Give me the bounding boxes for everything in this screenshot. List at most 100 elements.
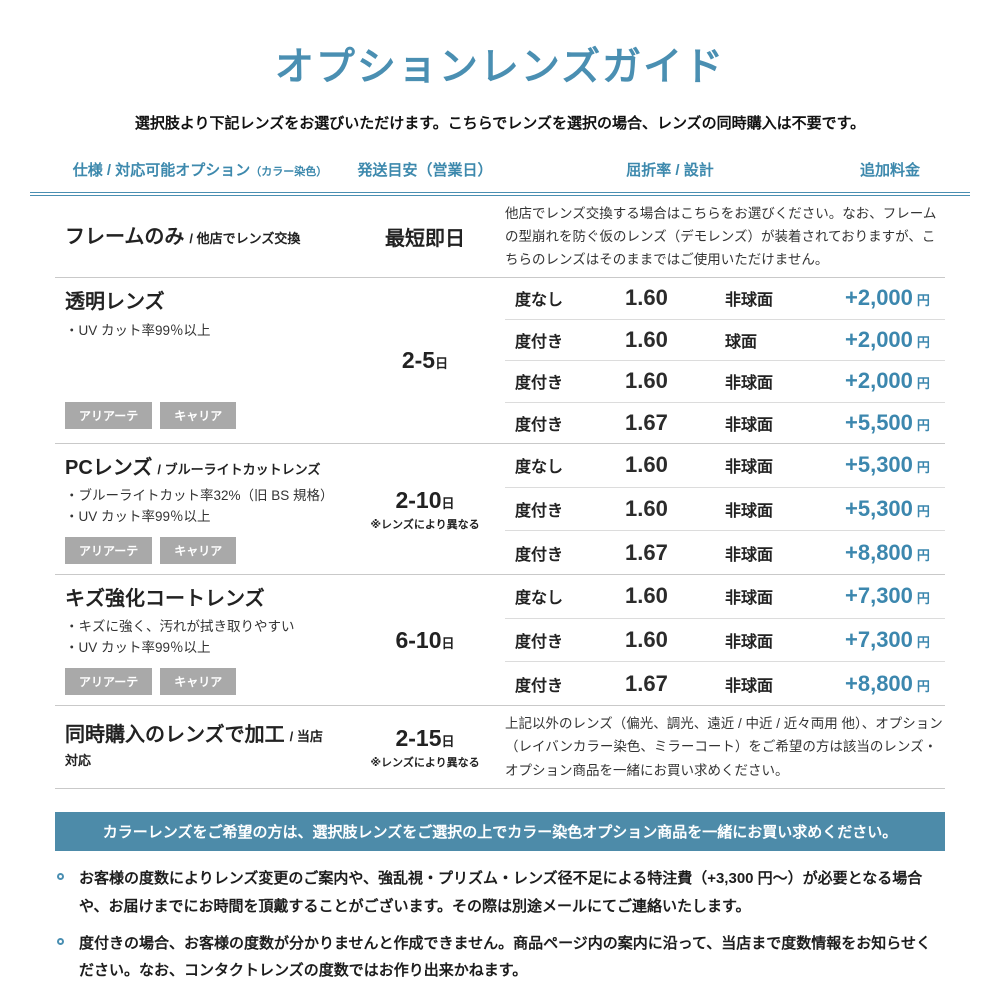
option-price: +5,300 円 — [845, 452, 930, 478]
header-refraction: 屈折率 / 設計 — [626, 162, 714, 179]
option-row: 度付き 1.60 非球面 +7,300 円 — [505, 617, 945, 662]
option-design: 球面 — [725, 333, 758, 351]
badge-list: アリアーテ キャリア — [65, 668, 335, 695]
color-lens-banner: カラーレンズをご希望の方は、選択肢レンズをご選択の上でカラー染色オプション商品を… — [55, 812, 945, 851]
option-design: 非球面 — [725, 292, 774, 310]
row-description-cell: 上記以外のレンズ（偏光、調光、遠近 / 中近 / 近々両用 他）、オプション（レ… — [505, 706, 945, 788]
shipping-estimate: 最短即日 — [385, 228, 465, 250]
option-refraction-index: 1.60 — [625, 452, 668, 478]
option-power: 度付き — [515, 375, 564, 393]
currency-label: 円 — [916, 376, 930, 392]
currency-label: 円 — [916, 293, 930, 309]
option-refraction-index: 1.67 — [625, 670, 668, 696]
page-subtitle: 選択肢より下記レンズをお選びいただけます。こちらでレンズを選択の場合、レンズの同… — [134, 115, 866, 132]
shipping-cell: 最短即日 — [345, 196, 505, 277]
option-price: +7,300 円 — [845, 583, 930, 609]
table-row-frame-only: フレームのみ / 他店でレンズ交換 最短即日 他店でレンズ交換する場合はこちらをお… — [55, 196, 945, 278]
row-name: 同時購入のレンズで加工 / 当店対応 — [65, 724, 323, 768]
spec-cell: PCレンズ / ブルーライトカットレンズ ・ブルーライトカット率32%（旧 BS … — [55, 444, 345, 574]
shipping-note: ※レンズにより異なる — [370, 756, 480, 769]
row-description-cell: 他店でレンズ交換する場合はこちらをお選びください。なお、フレームの型崩れを防ぐ仮… — [505, 196, 945, 277]
lens-options-table: フレームのみ / 他店でレンズ交換 最短即日 他店でレンズ交換する場合はこちらをお… — [55, 196, 945, 789]
note-item: お客様の度数によりレンズ変更のご案内や、強乱視・プリズム・レンズ径不足による特注… — [55, 865, 945, 921]
header-spec-note: （カラー染色） — [250, 166, 328, 178]
option-price: +8,800 円 — [845, 670, 930, 696]
currency-label: 円 — [916, 460, 930, 476]
row-description: 上記以外のレンズ（偏光、調光、遠近 / 中近 / 近々両用 他）、オプション（レ… — [505, 716, 943, 778]
table-row-simultaneous-purchase: 同時購入のレンズで加工 / 当店対応 2-15日 ※レンズにより異なる 上記以外の… — [55, 706, 945, 789]
option-design: 非球面 — [725, 375, 774, 393]
header-price: 追加料金 — [859, 162, 920, 179]
option-refraction-index: 1.67 — [625, 409, 668, 435]
row-name-suffix: / 他店でレンズ交換 — [189, 230, 301, 246]
shipping-cell: 6-10日 — [345, 575, 505, 705]
option-row: 度付き 1.60 非球面 +5,300 円 — [505, 486, 945, 531]
option-row: 度なし 1.60 非球面 +5,300 円 — [505, 444, 945, 487]
option-power: 度付き — [515, 503, 564, 520]
option-row: 度付き 1.60 球面 +2,000 円 — [505, 318, 945, 361]
footer-notes: お客様の度数によりレンズ変更のご案内や、強乱視・プリズム・レンズ径不足による特注… — [55, 865, 945, 985]
currency-label: 円 — [916, 591, 930, 607]
shipping-unit: 日 — [441, 495, 455, 511]
badge-list: アリアーテ キャリア — [65, 402, 335, 429]
option-price: +2,000 円 — [845, 285, 930, 311]
badge-ariaate: アリアーテ — [65, 668, 153, 695]
circle-bullet-icon — [57, 873, 64, 880]
table-column-headers: 仕様 / 対応可能オプション（カラー染色） 発送目安（営業日） 屈折率 / 設計… — [55, 159, 945, 180]
shipping-note: ※レンズにより異なる — [370, 518, 480, 531]
option-design: 非球面 — [725, 677, 774, 695]
row-name: 透明レンズ — [65, 291, 165, 313]
option-power: 度付き — [515, 333, 564, 351]
option-power: 度付き — [515, 677, 564, 695]
option-power: 度なし — [515, 459, 564, 477]
currency-label: 円 — [916, 635, 930, 650]
page-title: オプションレンズガイド — [274, 46, 726, 89]
option-price: +5,300 円 — [845, 496, 930, 521]
option-row: 度なし 1.60 非球面 +7,300 円 — [505, 575, 945, 618]
option-rows: 度なし 1.60 非球面 +2,000 円 度付き 1.60 球面 +2,000 円… — [505, 278, 945, 443]
option-refraction-index: 1.60 — [625, 285, 668, 311]
option-design: 非球面 — [725, 416, 774, 434]
currency-label: 円 — [916, 678, 930, 694]
spec-cell: フレームのみ / 他店でレンズ交換 — [55, 196, 345, 277]
shipping-estimate: 2-5日 — [401, 347, 449, 373]
header-divider-double-line — [30, 192, 970, 196]
shipping-unit: 日 — [441, 733, 455, 749]
badge-career: キャリア — [160, 668, 237, 695]
badge-career: キャリア — [160, 537, 237, 564]
table-row-pc-lens: PCレンズ / ブルーライトカットレンズ ・ブルーライトカット率32%（旧 BS … — [55, 444, 945, 575]
option-power: 度付き — [515, 546, 564, 564]
option-rows: 度なし 1.60 非球面 +5,300 円 度付き 1.60 非球面 +5,300… — [505, 444, 945, 574]
shipping-estimate: 2-15日 — [395, 724, 455, 751]
shipping-estimate: 6-10日 — [395, 626, 455, 653]
option-refraction-index: 1.60 — [625, 326, 668, 352]
shipping-cell: 2-10日 ※レンズにより異なる — [345, 444, 505, 574]
option-price: +5,500 円 — [845, 409, 930, 435]
option-refraction-index: 1.67 — [625, 539, 668, 565]
option-refraction-index: 1.60 — [625, 496, 668, 521]
option-row: 度付き 1.67 非球面 +5,500 円 — [505, 401, 945, 444]
row-name: PCレンズ / ブルーライトカットレンズ — [65, 457, 321, 479]
option-power: 度付き — [515, 634, 564, 651]
circle-bullet-icon — [57, 937, 64, 945]
row-name: キズ強化コートレンズ — [65, 588, 265, 610]
currency-label: 円 — [916, 417, 930, 433]
badge-career: キャリア — [160, 402, 237, 429]
feature-item: ・ブルーライトカット率32%（旧 BS 規格） — [65, 488, 334, 503]
row-name: フレームのみ / 他店でレンズ交換 — [65, 225, 301, 248]
table-row-clear-lens: 透明レンズ ・UV カット率99％以上 アリアーテ キャリア 2-5日 度なし … — [55, 278, 945, 444]
option-price: +2,000 円 — [845, 326, 930, 352]
note-item: 度付きの場合、お客様の度数が分かりませんと作成できません。商品ページ内の案内に沿… — [55, 930, 945, 986]
table-row-scratch-coat-lens: キズ強化コートレンズ ・キズに強く、汚れが拭き取りやすい ・UV カット率99％… — [55, 575, 945, 706]
option-design: 非球面 — [725, 634, 774, 651]
option-row: 度付き 1.60 非球面 +2,000 円 — [505, 360, 945, 402]
badge-list: アリアーテ キャリア — [65, 537, 335, 564]
header-shipping: 発送目安（営業日） — [357, 162, 493, 179]
shipping-cell: 2-15日 ※レンズにより異なる — [345, 706, 505, 788]
option-power: 度付き — [515, 416, 564, 434]
option-rows: 度なし 1.60 非球面 +7,300 円 度付き 1.60 非球面 +7,300… — [505, 575, 945, 705]
option-row: 度付き 1.67 非球面 +8,800 円 — [505, 530, 945, 574]
feature-item: ・キズに強く、汚れが拭き取りやすい — [65, 619, 295, 634]
option-price: +2,000 円 — [845, 368, 930, 394]
